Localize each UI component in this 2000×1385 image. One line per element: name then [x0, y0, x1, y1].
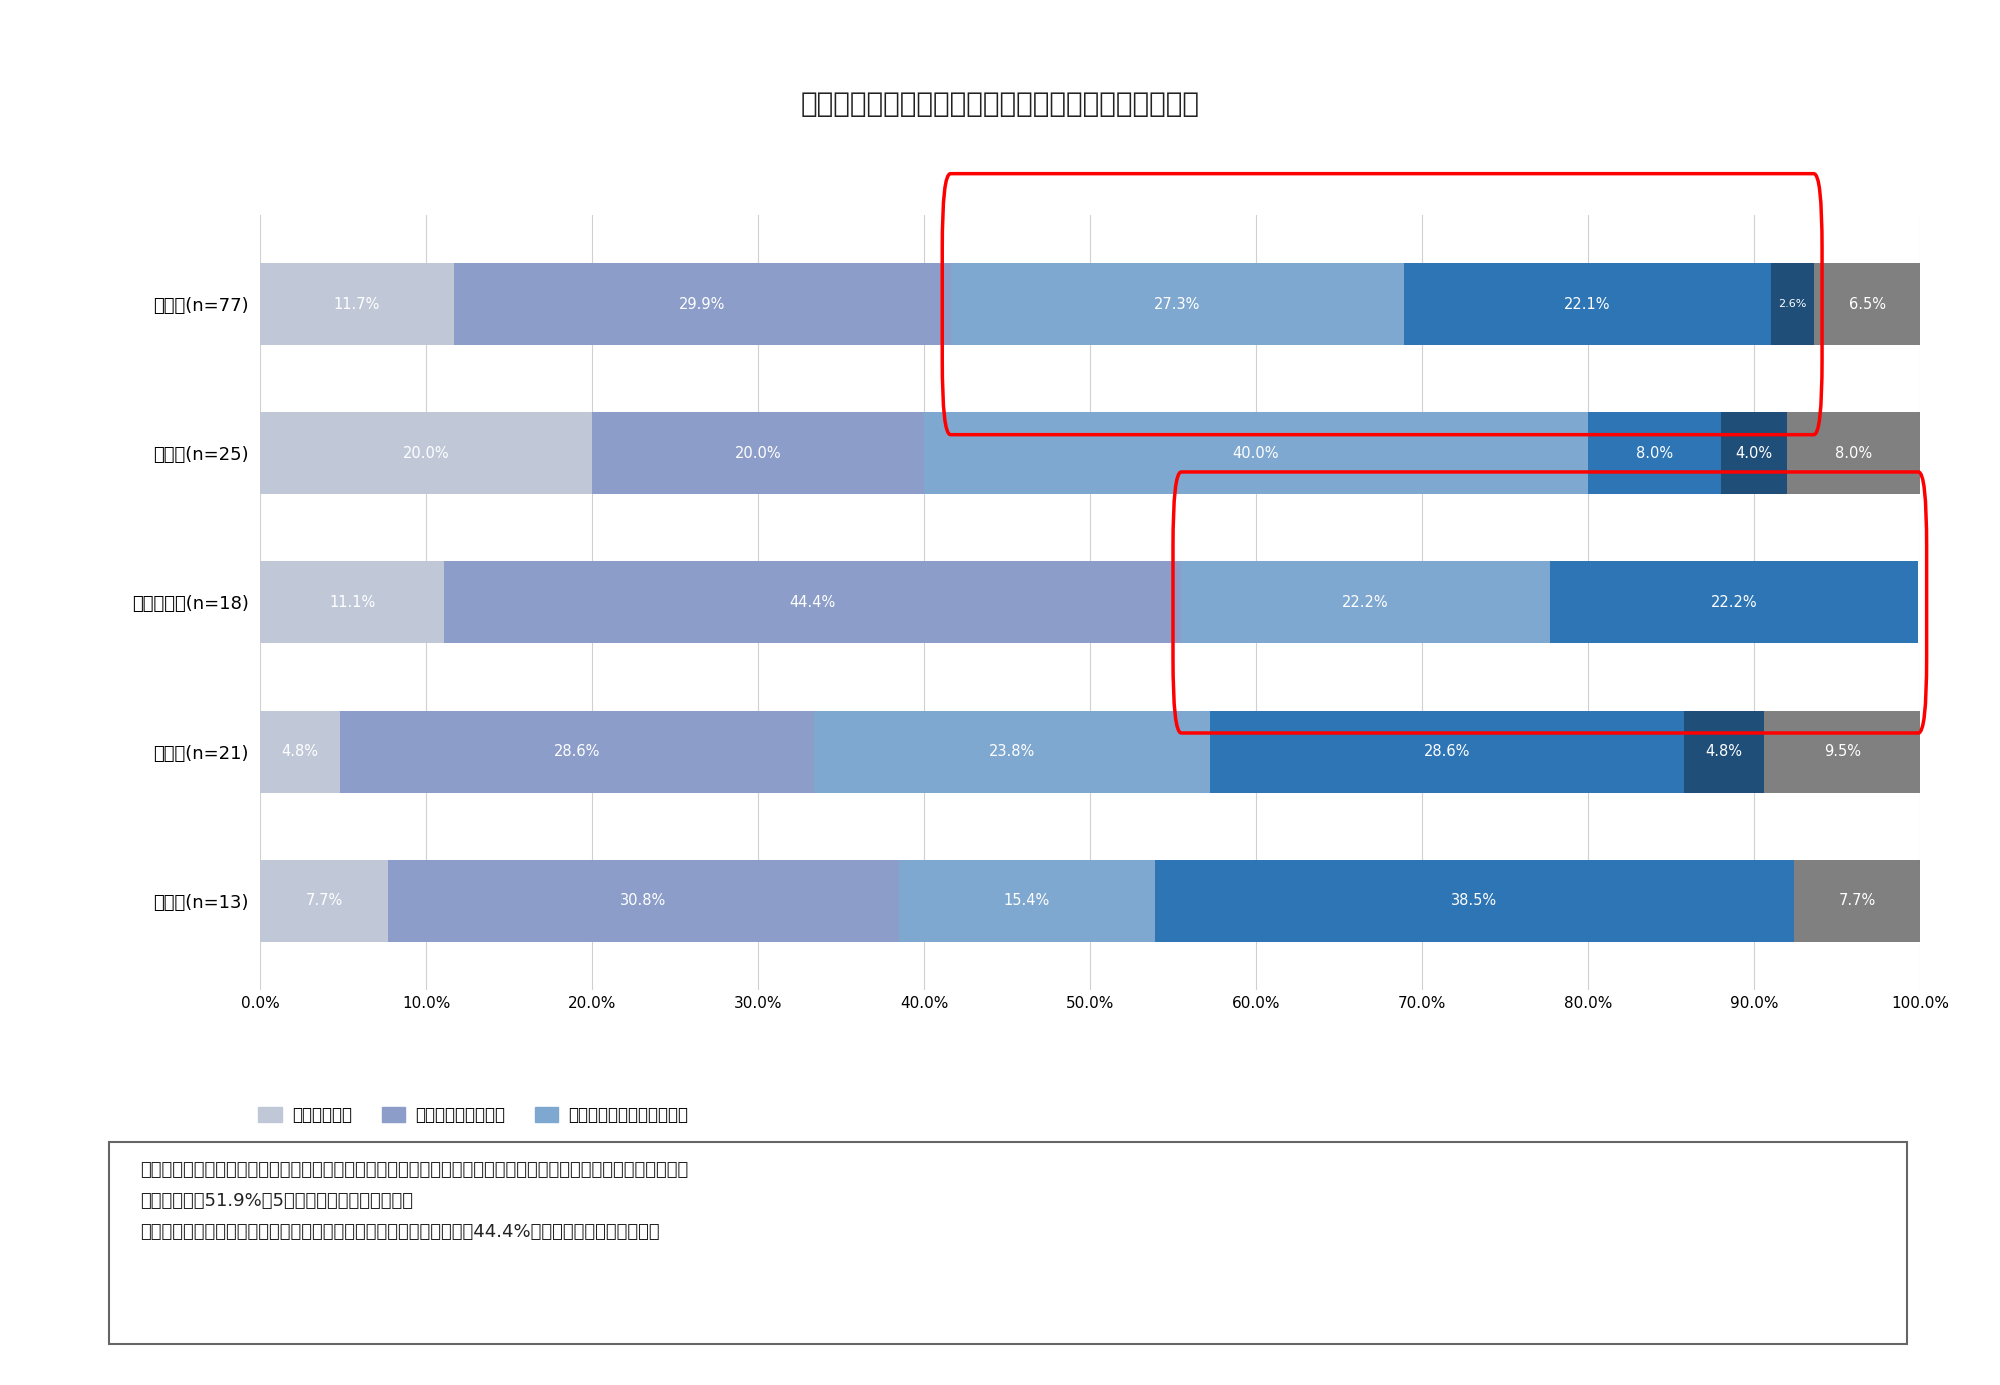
Bar — [1814, 263, 1922, 345]
Bar — [1404, 263, 1770, 345]
Bar — [1788, 413, 1920, 494]
Bar — [340, 711, 814, 792]
Text: 7.7%: 7.7% — [1840, 893, 1876, 909]
Text: 図７　緊急事態制限解除後の研究開発のあり方の変化: 図７ 緊急事態制限解除後の研究開発のあり方の変化 — [800, 90, 1200, 118]
Bar — [1210, 711, 1684, 792]
Text: 29.9%: 29.9% — [680, 296, 726, 312]
Text: 40.0%: 40.0% — [1232, 446, 1280, 461]
Bar — [1770, 263, 1814, 345]
Bar — [592, 413, 924, 494]
Bar — [260, 860, 388, 942]
Text: 28.6%: 28.6% — [554, 744, 600, 759]
Legend: ４変わる可能性がある, ５大きく変わる可能性がある, ６わからない: ４変わる可能性がある, ５大きく変わる可能性がある, ６わからない — [252, 1169, 716, 1201]
Bar — [260, 561, 444, 644]
FancyBboxPatch shape — [110, 1143, 1908, 1343]
Text: 44.4%: 44.4% — [790, 596, 836, 609]
Text: 4.0%: 4.0% — [1736, 446, 1772, 461]
Text: 2.6%: 2.6% — [1778, 299, 1806, 309]
Bar — [1588, 413, 1720, 494]
Text: 15.4%: 15.4% — [1004, 893, 1050, 909]
Text: 8.0%: 8.0% — [1636, 446, 1672, 461]
Text: 22.2%: 22.2% — [1710, 596, 1758, 609]
Text: 38.5%: 38.5% — [1452, 893, 1498, 909]
Text: 研究開発のあり方の変化としては、変わる可能性がある（「一部変わる」から「大きく変わる」まで）と回答した
比率が全体の51.9%と5割を超える結果となった。
変わ: 研究開発のあり方の変化としては、変わる可能性がある（「一部変わる」から「大きく変… — [140, 1162, 688, 1241]
Bar — [1764, 711, 1922, 792]
Text: 28.6%: 28.6% — [1424, 744, 1470, 759]
Bar — [1720, 413, 1788, 494]
Bar — [454, 263, 950, 345]
Text: 7.7%: 7.7% — [306, 893, 342, 909]
Text: 27.3%: 27.3% — [1154, 296, 1200, 312]
Text: 4.8%: 4.8% — [1706, 744, 1742, 759]
Text: 23.8%: 23.8% — [988, 744, 1036, 759]
Bar — [388, 860, 900, 942]
Bar — [924, 413, 1588, 494]
Bar — [900, 860, 1154, 942]
Bar — [1154, 860, 1794, 942]
Bar — [1182, 561, 1550, 644]
Text: 4.8%: 4.8% — [282, 744, 318, 759]
Text: 22.1%: 22.1% — [1564, 296, 1610, 312]
Text: 8.0%: 8.0% — [1836, 446, 1872, 461]
Text: 6.5%: 6.5% — [1850, 296, 1886, 312]
Bar — [260, 413, 592, 494]
Bar — [814, 711, 1210, 792]
Text: 11.7%: 11.7% — [334, 296, 380, 312]
Bar — [950, 263, 1404, 345]
Text: 30.8%: 30.8% — [620, 893, 666, 909]
Bar — [260, 711, 340, 792]
Bar — [444, 561, 1182, 644]
Bar — [1550, 561, 1918, 644]
Text: 9.5%: 9.5% — [1824, 744, 1862, 759]
Text: 20.0%: 20.0% — [402, 446, 450, 461]
Text: 20.0%: 20.0% — [734, 446, 782, 461]
Text: 11.1%: 11.1% — [330, 596, 376, 609]
Text: 22.2%: 22.2% — [1342, 596, 1388, 609]
Bar — [260, 263, 454, 345]
Bar — [1684, 711, 1764, 792]
Bar — [1794, 860, 1922, 942]
